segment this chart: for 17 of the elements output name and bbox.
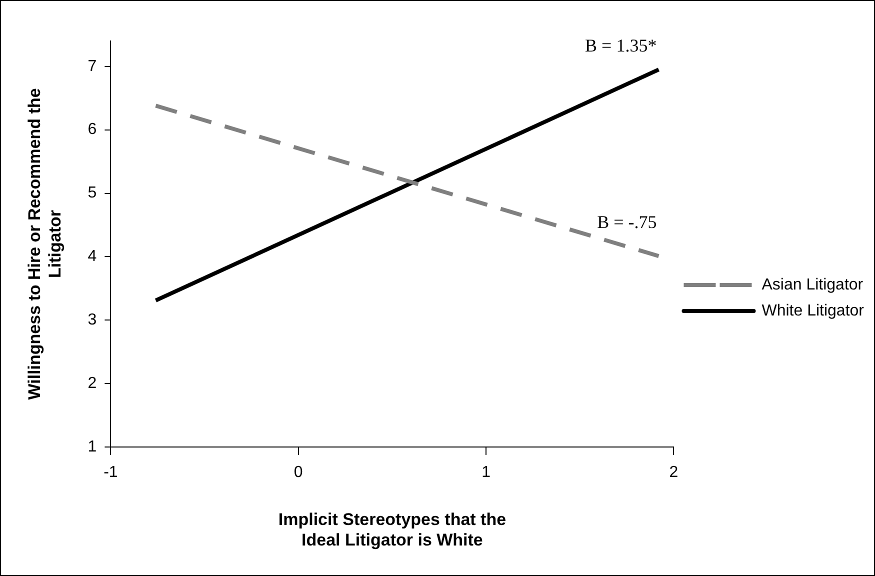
y-tick-label: 5	[88, 184, 97, 202]
y-tick-label: 6	[88, 121, 97, 138]
y-tick-label: 1	[88, 438, 97, 456]
annotation: B = 1.35*	[585, 35, 657, 56]
y-tick-label: 7	[88, 58, 97, 75]
y-tick-label: 2	[88, 374, 97, 392]
annotation: B = -.75	[597, 212, 657, 232]
x-axis-title: Implicit Stereotypes that the Ideal Litigator is White	[278, 510, 506, 550]
x-tick-label: 2	[669, 464, 678, 482]
legend-label: White Litigator	[762, 302, 865, 320]
y-axis-title: Willingness to Hire or Recommend the Litigator	[24, 88, 64, 400]
x-tick-label: 1	[482, 464, 491, 482]
legend-label: Asian Litigator	[762, 276, 864, 294]
x-tick-label: 0	[294, 464, 303, 482]
y-tick-label: 3	[88, 312, 97, 329]
x-tick-label: -1	[104, 464, 118, 482]
y-tick-label: 4	[88, 248, 97, 266]
